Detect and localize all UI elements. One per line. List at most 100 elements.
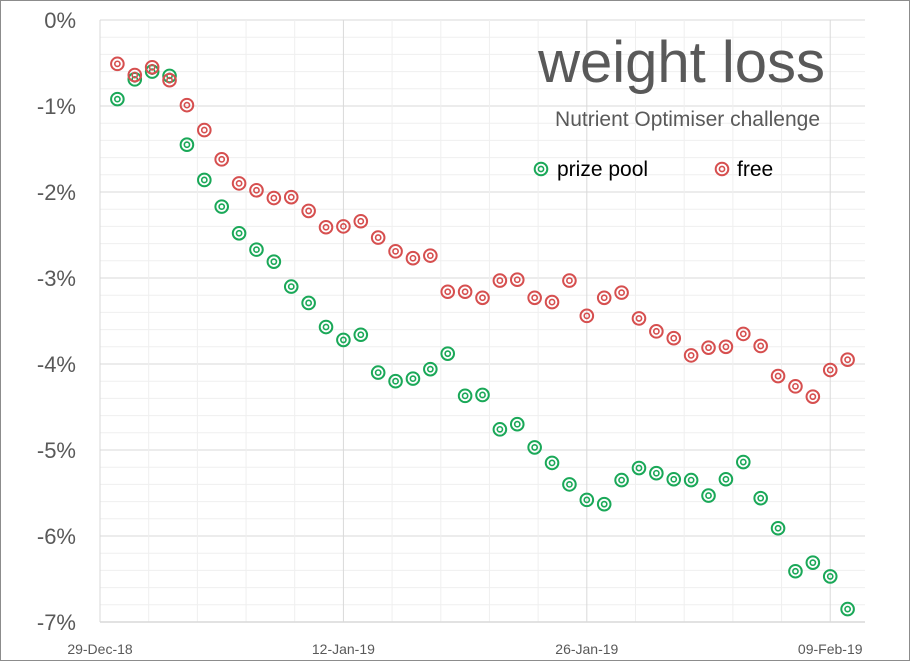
marker-inner-ring bbox=[496, 277, 504, 284]
marker-outer-ring bbox=[214, 152, 230, 167]
marker-inner-ring bbox=[757, 342, 765, 350]
marker-outer-ring bbox=[249, 182, 264, 198]
marker-inner-ring bbox=[409, 375, 417, 383]
marker-inner-ring bbox=[705, 492, 712, 499]
marker-outer-ring bbox=[405, 250, 421, 266]
marker-inner-ring bbox=[566, 277, 573, 284]
data-point bbox=[701, 488, 716, 503]
marker-inner-ring bbox=[374, 234, 382, 241]
marker-inner-ring bbox=[270, 258, 278, 266]
legend-label-prize-pool: prize pool bbox=[557, 158, 648, 181]
x-tick-label: 09-Feb-19 bbox=[798, 641, 863, 657]
marker-outer-ring bbox=[596, 290, 612, 306]
data-point bbox=[249, 242, 264, 257]
data-point bbox=[701, 340, 716, 355]
data-point bbox=[214, 199, 230, 214]
marker-outer-ring bbox=[509, 272, 525, 288]
data-point bbox=[614, 472, 629, 488]
data-point bbox=[301, 203, 316, 219]
marker-inner-ring bbox=[200, 126, 208, 134]
marker-outer-ring bbox=[388, 373, 403, 389]
data-point bbox=[370, 230, 386, 245]
marker-inner-ring bbox=[548, 298, 556, 306]
marker-outer-ring bbox=[509, 416, 525, 432]
marker-inner-ring bbox=[635, 464, 643, 472]
marker-inner-ring bbox=[809, 559, 817, 567]
marker-inner-ring bbox=[183, 101, 191, 109]
marker-outer-ring bbox=[562, 477, 577, 492]
data-point bbox=[492, 422, 508, 437]
data-point bbox=[822, 569, 838, 584]
marker-outer-ring bbox=[405, 371, 421, 386]
marker-outer-ring bbox=[423, 361, 438, 377]
marker-inner-ring bbox=[357, 217, 365, 225]
data-point bbox=[596, 496, 612, 512]
y-tick-label: -2% bbox=[37, 180, 76, 205]
marker-outer-ring bbox=[492, 422, 508, 437]
marker-outer-ring bbox=[649, 465, 664, 481]
marker-outer-ring bbox=[231, 176, 247, 191]
data-point bbox=[735, 454, 751, 470]
data-point bbox=[718, 339, 734, 355]
marker-inner-ring bbox=[392, 247, 399, 255]
marker-outer-ring bbox=[614, 285, 629, 300]
series-prize-pool bbox=[110, 64, 855, 617]
y-tick-label: -3% bbox=[37, 266, 76, 291]
data-point bbox=[162, 72, 177, 88]
data-point bbox=[266, 190, 282, 206]
data-point bbox=[405, 250, 421, 266]
data-point bbox=[683, 472, 699, 488]
marker-outer-ring bbox=[753, 490, 768, 506]
data-point bbox=[770, 520, 786, 536]
y-tick-label: -1% bbox=[37, 94, 76, 119]
marker-outer-ring bbox=[457, 388, 473, 404]
data-point bbox=[788, 379, 803, 394]
marker-outer-ring bbox=[718, 471, 734, 487]
marker-outer-ring bbox=[110, 91, 125, 107]
marker-inner-ring bbox=[652, 327, 660, 335]
marker-inner-ring bbox=[600, 500, 608, 508]
marker-outer-ring bbox=[683, 472, 699, 488]
data-point bbox=[127, 67, 143, 83]
data-point bbox=[457, 284, 473, 300]
data-point bbox=[753, 338, 768, 354]
marker-inner-ring bbox=[537, 165, 545, 173]
data-point bbox=[631, 311, 647, 326]
marker-outer-ring bbox=[266, 254, 282, 269]
data-point bbox=[579, 308, 595, 324]
y-tick-label: -7% bbox=[37, 610, 76, 635]
marker-outer-ring bbox=[614, 472, 629, 488]
marker-inner-ring bbox=[826, 573, 834, 580]
data-point bbox=[370, 365, 386, 380]
data-point bbox=[353, 327, 369, 343]
marker-outer-ring bbox=[718, 339, 734, 355]
marker-inner-ring bbox=[687, 476, 695, 484]
marker-outer-ring bbox=[370, 230, 386, 245]
data-point bbox=[388, 244, 403, 259]
marker-inner-ring bbox=[305, 207, 313, 215]
marker-inner-ring bbox=[583, 312, 591, 320]
marker-inner-ring bbox=[340, 336, 347, 344]
marker-outer-ring bbox=[701, 340, 716, 355]
data-point bbox=[283, 279, 299, 294]
marker-inner-ring bbox=[652, 469, 660, 477]
marker-inner-ring bbox=[444, 350, 452, 358]
marker-inner-ring bbox=[566, 480, 573, 488]
marker-outer-ring bbox=[533, 161, 549, 177]
marker-outer-ring bbox=[475, 290, 490, 306]
data-point bbox=[423, 248, 438, 263]
data-point bbox=[336, 332, 351, 348]
legend-marker-free bbox=[714, 161, 730, 177]
marker-inner-ring bbox=[792, 567, 799, 575]
marker-inner-ring bbox=[774, 372, 782, 380]
marker-outer-ring bbox=[770, 368, 786, 384]
marker-inner-ring bbox=[739, 330, 747, 338]
marker-inner-ring bbox=[444, 288, 452, 296]
data-point bbox=[562, 273, 577, 288]
marker-outer-ring bbox=[822, 362, 838, 378]
marker-outer-ring bbox=[788, 379, 803, 394]
marker-outer-ring bbox=[475, 387, 490, 403]
marker-outer-ring bbox=[249, 242, 264, 257]
marker-outer-ring bbox=[735, 454, 751, 470]
data-point bbox=[423, 361, 438, 377]
